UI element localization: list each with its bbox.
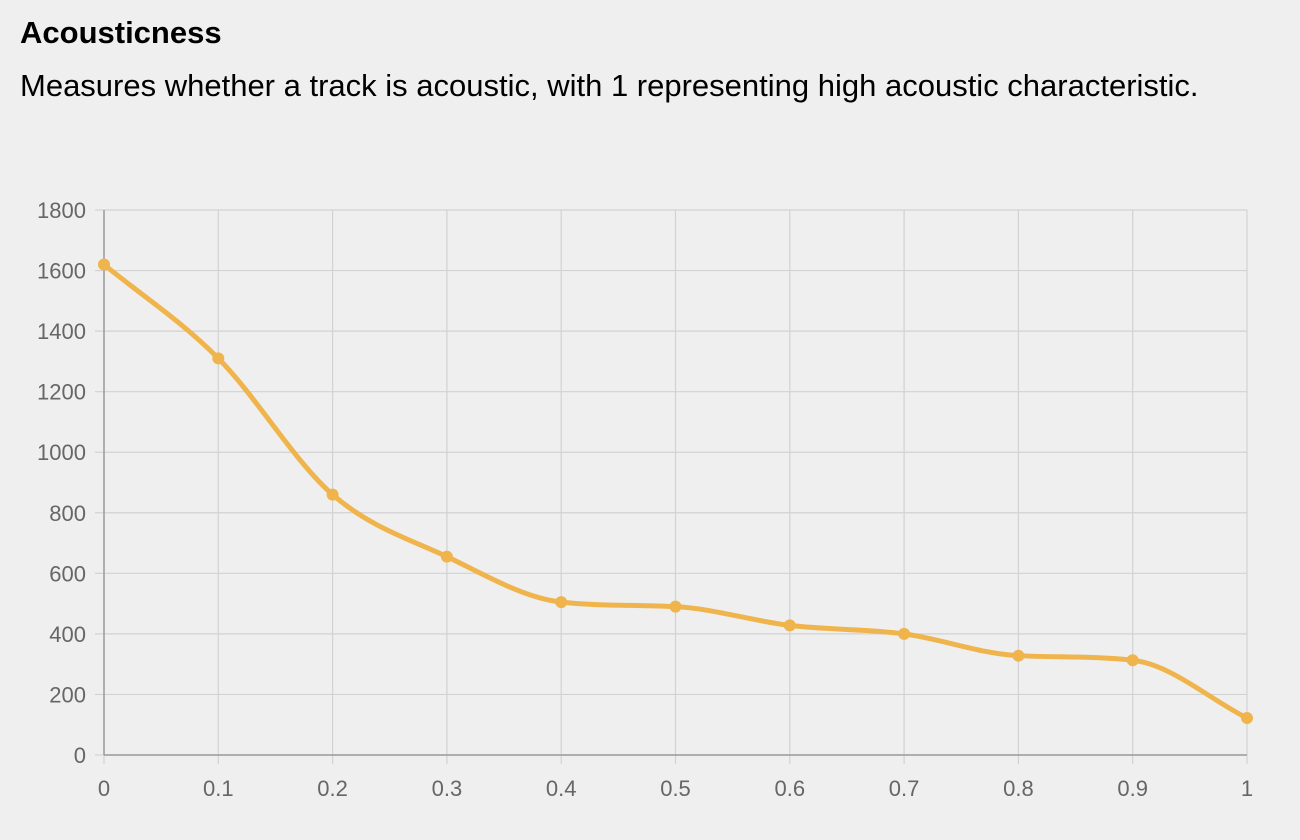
x-tick-label: 0.5 bbox=[660, 776, 691, 801]
data-point[interactable] bbox=[669, 600, 682, 613]
x-tick-label: 0.8 bbox=[1003, 776, 1034, 801]
x-tick-label: 0.6 bbox=[775, 776, 806, 801]
x-tick-label: 0.9 bbox=[1117, 776, 1148, 801]
series-line bbox=[101, 262, 1250, 721]
data-point[interactable] bbox=[1012, 649, 1025, 662]
x-tick-label: 0 bbox=[98, 776, 110, 801]
y-tick-label: 1800 bbox=[37, 198, 86, 223]
y-tick-label: 800 bbox=[49, 501, 86, 526]
grid-lines bbox=[95, 209, 1248, 764]
data-point[interactable] bbox=[1241, 712, 1253, 725]
y-tick-label: 200 bbox=[49, 682, 86, 707]
x-tick-label: 0.7 bbox=[889, 776, 920, 801]
y-tick-label: 1000 bbox=[37, 440, 86, 465]
x-tick-label: 0.2 bbox=[317, 776, 348, 801]
y-tick-label: 0 bbox=[74, 743, 86, 768]
y-tick-label: 1600 bbox=[37, 259, 86, 284]
chart-title: Acousticness bbox=[20, 15, 222, 50]
y-tick-label: 1400 bbox=[37, 319, 86, 344]
data-point[interactable] bbox=[783, 619, 796, 632]
data-point[interactable] bbox=[555, 596, 568, 609]
data-point[interactable] bbox=[898, 627, 911, 640]
data-point[interactable] bbox=[212, 352, 225, 365]
y-tick-label: 600 bbox=[49, 561, 86, 586]
data-series bbox=[98, 258, 1253, 725]
tick-labels: 0 200 400 600 800 1000 1200 1400 1600 1800 0 0.1 0.2… bbox=[37, 198, 1253, 801]
data-point[interactable] bbox=[98, 258, 110, 271]
data-point[interactable] bbox=[1126, 654, 1139, 667]
x-tick-label: 0.1 bbox=[203, 776, 234, 801]
axes bbox=[103, 210, 1247, 756]
x-tick-label: 1 bbox=[1241, 776, 1253, 801]
x-tick-label: 0.3 bbox=[432, 776, 463, 801]
chart-description: Measures whether a track is acoustic, wi… bbox=[20, 68, 1199, 103]
x-tick-label: 0.4 bbox=[546, 776, 577, 801]
y-tick-label: 1200 bbox=[37, 380, 86, 405]
data-point[interactable] bbox=[440, 550, 453, 563]
y-tick-label: 400 bbox=[49, 622, 86, 647]
data-point[interactable] bbox=[326, 488, 339, 501]
